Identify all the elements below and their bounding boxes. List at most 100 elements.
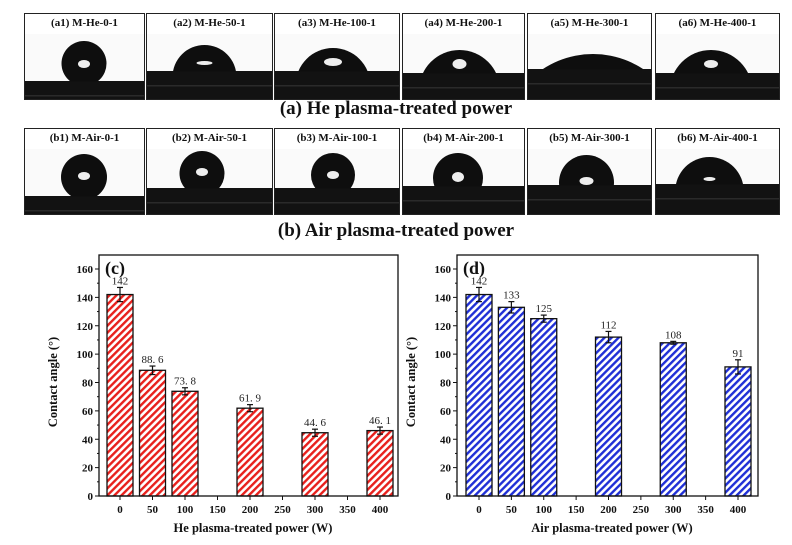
y-tick-label: 40 [440,434,452,446]
y-tick-label: 60 [82,406,94,418]
y-tick-label: 120 [77,321,94,333]
bar [236,407,264,497]
error-bar [508,301,515,314]
droplet-highlight [703,177,716,181]
x-tick-label: 300 [307,504,324,516]
data-label: 46. 1 [369,415,391,427]
plot-frame [98,254,399,497]
droplet-image [403,149,524,214]
data-label: 88. 6 [142,354,165,366]
droplet-highlight [324,58,342,66]
y-tick-label: 80 [82,378,94,390]
x-tick-label: 150 [209,504,226,516]
data-label: 142 [112,275,129,287]
droplet-photo-panel: (a5) M-He-300-1 [527,13,652,100]
panel-label: (a4) M-He-200-1 [403,14,524,35]
error-bar [540,314,547,323]
substrate [147,188,272,214]
bar [497,306,526,497]
droplet-highlight [327,171,339,179]
droplet-photo-panel: (a4) M-He-200-1 [402,13,525,100]
data-label: 91 [733,348,744,360]
y-tick-label: 40 [82,434,94,446]
bar [366,429,394,497]
droplet-photo-panel: (b5) M-Air-300-1 [527,128,652,215]
x-tick-label: 50 [147,504,159,516]
droplet-highlight [704,60,718,68]
y-tick-label: 80 [440,378,452,390]
chart-air: 142 133 125 112 108 91 0 20 40 60 80 100 120 140 160 0 5… [404,254,759,535]
bar [138,369,167,497]
droplet-highlight [452,172,464,182]
error-bar [312,428,318,437]
substrate [275,188,399,214]
plot-frame [456,254,759,497]
y-tick-label: 100 [435,349,452,361]
y-tick-label: 140 [435,292,452,304]
y-tick-label: 0 [88,491,94,503]
droplet-image [528,149,651,214]
data-label: 112 [600,319,616,331]
droplet-image [147,149,272,214]
x-axis-label: He plasma-treated power (W) [174,521,333,535]
x-tick-label: 0 [117,504,123,516]
droplet-photo-panel: (a6) M-He-400-1 [655,13,780,100]
y-tick-label: 140 [77,292,94,304]
substrate [656,73,779,99]
droplet-image [25,34,144,99]
data-label: 108 [665,329,682,341]
y-tick-label: 0 [446,491,452,503]
bar [530,318,558,497]
droplet-image [403,34,524,99]
droplet-photo-panel: (b3) M-Air-100-1 [274,128,400,215]
x-tick-label: 100 [536,504,553,516]
droplet-image [656,149,779,214]
droplet-image [656,34,779,99]
chart-he: 142 88. 6 73. 8 61. 9 44. 6 46. 1 0 20 40 60 80 100… [46,254,399,535]
x-tick-label: 150 [568,504,585,516]
droplet-photo-panel: (a2) M-He-50-1 [146,13,273,100]
bar [724,366,752,497]
error-bar [149,365,156,376]
y-tick-label: 20 [82,463,94,475]
y-tick-label: 100 [77,349,94,361]
panel-label: (b6) M-Air-400-1 [656,129,779,150]
x-tick-label: 250 [274,504,291,516]
bar [106,293,134,497]
x-tick-label: 350 [339,504,356,516]
data-label: 125 [536,303,553,315]
panel-label: (a6) M-He-400-1 [656,14,779,35]
y-tick-label: 60 [440,406,452,418]
droplet-highlight [78,172,90,180]
error-bar [476,286,482,303]
bar [465,293,493,497]
error-bar [735,359,741,375]
x-tick-label: 100 [177,504,194,516]
y-tick-label: 160 [77,264,94,276]
error-bar [670,340,677,345]
x-tick-label: 200 [242,504,259,516]
droplet-image [25,149,144,214]
bar [301,432,329,497]
bar [659,342,687,497]
panel-letter: (c) [105,258,125,279]
x-tick-label: 0 [476,504,482,516]
droplet [559,155,614,186]
error-bar [377,426,383,435]
row-b-title: (b) Air plasma-treated power [277,220,515,241]
droplet-photo-panel: (b6) M-Air-400-1 [655,128,780,215]
droplet [542,54,644,70]
panel-label: (b1) M-Air-0-1 [25,129,144,150]
droplet-highlight [452,59,467,69]
y-tick-label: 160 [435,264,452,276]
droplet-photo-panel: (b4) M-Air-200-1 [402,128,525,215]
droplet-highlight [579,177,594,185]
y-axis-label: Contact angle (°) [46,337,60,427]
droplet-image [275,149,399,214]
data-label: 73. 8 [174,376,197,388]
error-bar [117,286,123,303]
substrate [25,196,144,214]
data-label: 133 [503,290,520,302]
row-a-title: (a) He plasma-treated power [279,98,513,119]
x-tick-label: 350 [697,504,714,516]
